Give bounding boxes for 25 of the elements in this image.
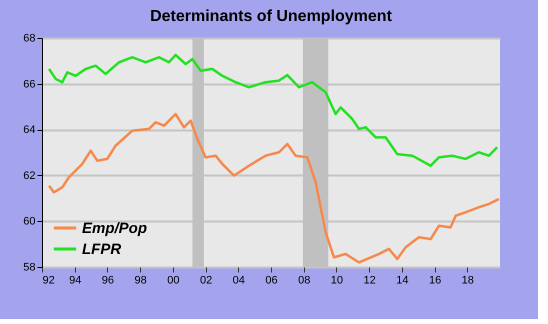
x-tick-label: 00 [167,274,180,286]
x-tick-label: 12 [364,274,376,286]
x-tick-label: 18 [462,274,474,286]
y-tick-label: 66 [23,78,36,90]
line-series [48,54,498,168]
y-tick-label: 60 [23,216,36,228]
x-tick-label: 98 [134,274,147,286]
x-tick-label: 92 [42,274,55,286]
x-tick-label: 96 [102,274,114,286]
legend-label: LFPR [82,241,122,258]
x-tick-label: 04 [232,274,245,286]
y-tick-label: 62 [23,170,36,182]
chart-title: Determinants of Unemployment [150,8,393,25]
x-tick-label: 02 [200,274,212,286]
y-tick-label: 64 [23,124,36,136]
x-tick-label: 08 [298,274,310,286]
line-series [48,112,500,264]
x-tick-label: 14 [396,274,408,286]
x-tick-label: 16 [428,274,442,286]
y-tick-label: 68 [23,32,36,44]
y-tick-label: 58 [23,262,36,274]
x-tick-label: 94 [69,274,82,286]
x-tick-label: 06 [265,274,278,286]
legend-label: Emp/Pop [82,220,148,237]
x-tick-label: 10 [330,274,344,286]
